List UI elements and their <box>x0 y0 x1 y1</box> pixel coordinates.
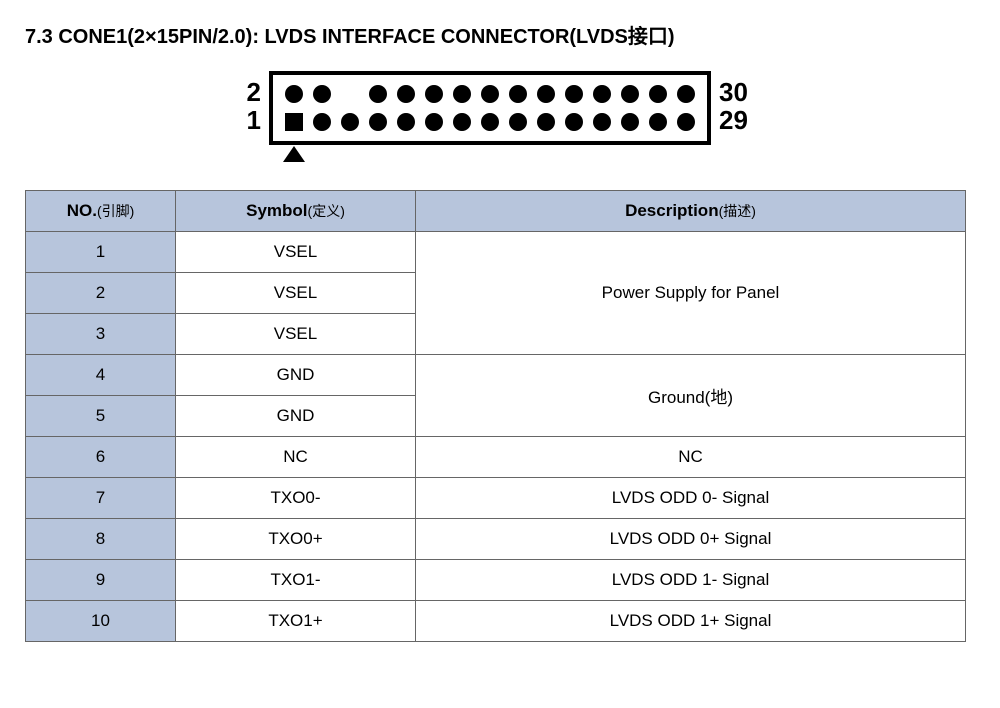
cell-symbol: VSEL <box>176 232 416 273</box>
col-header-description: Description(描述) <box>416 191 966 232</box>
svg-text:1: 1 <box>247 105 261 135</box>
connector-diagram: 21 3029 <box>25 67 965 172</box>
cell-no: 8 <box>26 519 176 560</box>
table-row: 6NCNC <box>26 437 966 478</box>
col-header-description-main: Description <box>625 201 719 220</box>
cell-description: LVDS ODD 1- Signal <box>416 560 966 601</box>
cell-description: NC <box>416 437 966 478</box>
table-row: 1VSELPower Supply for Panel <box>26 232 966 273</box>
cell-symbol: GND <box>176 396 416 437</box>
col-header-symbol-sub: (定义) <box>308 203 345 219</box>
cell-description: Ground(地) <box>416 355 966 437</box>
col-header-symbol: Symbol(定义) <box>176 191 416 232</box>
cell-description: LVDS ODD 0+ Signal <box>416 519 966 560</box>
cell-no: 1 <box>26 232 176 273</box>
cell-symbol: NC <box>176 437 416 478</box>
table-row: 4GNDGround(地) <box>26 355 966 396</box>
connector-svg: 21 3029 <box>231 67 759 167</box>
svg-text:30: 30 <box>719 77 748 107</box>
cell-no: 3 <box>26 314 176 355</box>
cell-no: 4 <box>26 355 176 396</box>
col-header-description-sub: (描述) <box>719 203 756 219</box>
cell-symbol: TXO0- <box>176 478 416 519</box>
cell-no: 10 <box>26 601 176 642</box>
col-header-no: NO.(引脚) <box>26 191 176 232</box>
cell-symbol: TXO1+ <box>176 601 416 642</box>
table-header-row: NO.(引脚) Symbol(定义) Description(描述) <box>26 191 966 232</box>
pinout-table: NO.(引脚) Symbol(定义) Description(描述) 1VSEL… <box>25 190 966 642</box>
cell-description: LVDS ODD 1+ Signal <box>416 601 966 642</box>
col-header-no-main: NO. <box>67 201 97 220</box>
table-row: 10TXO1+LVDS ODD 1+ Signal <box>26 601 966 642</box>
table-row: 9TXO1-LVDS ODD 1- Signal <box>26 560 966 601</box>
cell-symbol: VSEL <box>176 273 416 314</box>
col-header-symbol-main: Symbol <box>246 201 307 220</box>
cell-no: 5 <box>26 396 176 437</box>
cell-no: 7 <box>26 478 176 519</box>
cell-no: 2 <box>26 273 176 314</box>
svg-text:2: 2 <box>247 77 261 107</box>
cell-symbol: GND <box>176 355 416 396</box>
col-header-no-sub: (引脚) <box>97 203 134 219</box>
cell-no: 9 <box>26 560 176 601</box>
svg-text:29: 29 <box>719 105 748 135</box>
cell-symbol: TXO1- <box>176 560 416 601</box>
cell-symbol: VSEL <box>176 314 416 355</box>
cell-symbol: TXO0+ <box>176 519 416 560</box>
section-heading: 7.3 CONE1(2×15PIN/2.0): LVDS INTERFACE C… <box>25 20 975 49</box>
cell-description: Power Supply for Panel <box>416 232 966 355</box>
cell-description: LVDS ODD 0- Signal <box>416 478 966 519</box>
cell-no: 6 <box>26 437 176 478</box>
table-row: 7TXO0-LVDS ODD 0- Signal <box>26 478 966 519</box>
table-row: 8TXO0+LVDS ODD 0+ Signal <box>26 519 966 560</box>
